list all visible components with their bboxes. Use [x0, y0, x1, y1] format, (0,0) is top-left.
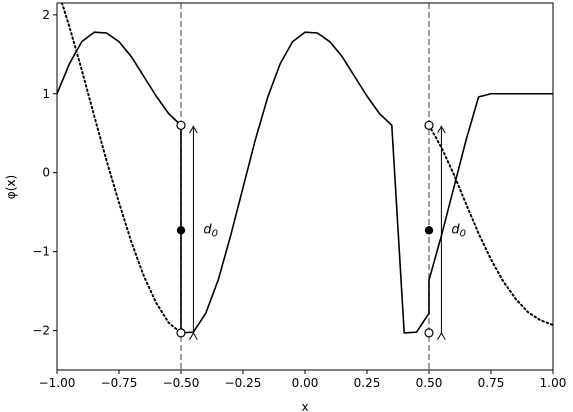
open-marker-1 [176, 328, 186, 338]
annotations-layer: d0 d0 [176, 120, 466, 338]
open-marker-0 [176, 120, 186, 130]
x-tick-label-6: 0.50 [416, 376, 443, 390]
x-tick-label-7: 0.75 [478, 376, 505, 390]
x-tick-label-4: 0.00 [292, 376, 319, 390]
y-axis-label: φ(x) [4, 175, 18, 199]
series-line-2 [428, 124, 553, 327]
x-tick-label-8: 1.00 [540, 376, 567, 390]
x-tick-label-5: 0.25 [354, 376, 381, 390]
y-tick-label-0: −2 [32, 324, 50, 338]
filled-marker-1 [424, 226, 434, 235]
annotation-d0-1: d0 [451, 223, 466, 240]
y-tick-label-4: 2 [42, 8, 50, 22]
y-tick-label-3: 1 [42, 87, 50, 101]
ticks-layer: −1.00 −0.75 −0.50 −0.25 0.00 0.25 0.50 0.75 1.00… [32, 8, 566, 390]
x-tick-label-2: −0.50 [163, 376, 200, 390]
x-tick-label-1: −0.75 [101, 376, 138, 390]
x-tick-label-3: −0.25 [225, 376, 262, 390]
series-line-1 [60, 3, 182, 334]
plot-area [57, 3, 553, 370]
annotation-d0-0: d0 [203, 223, 218, 240]
series-line-0 [57, 31, 553, 334]
y-tick-label-1: −1 [32, 245, 50, 259]
y-tick-label-2: 0 [42, 166, 50, 180]
filled-marker-0 [176, 226, 186, 235]
x-axis-label: x [301, 400, 308, 412]
open-marker-2 [424, 120, 434, 130]
x-tick-label-0: −1.00 [39, 376, 76, 390]
open-marker-3 [424, 328, 434, 338]
